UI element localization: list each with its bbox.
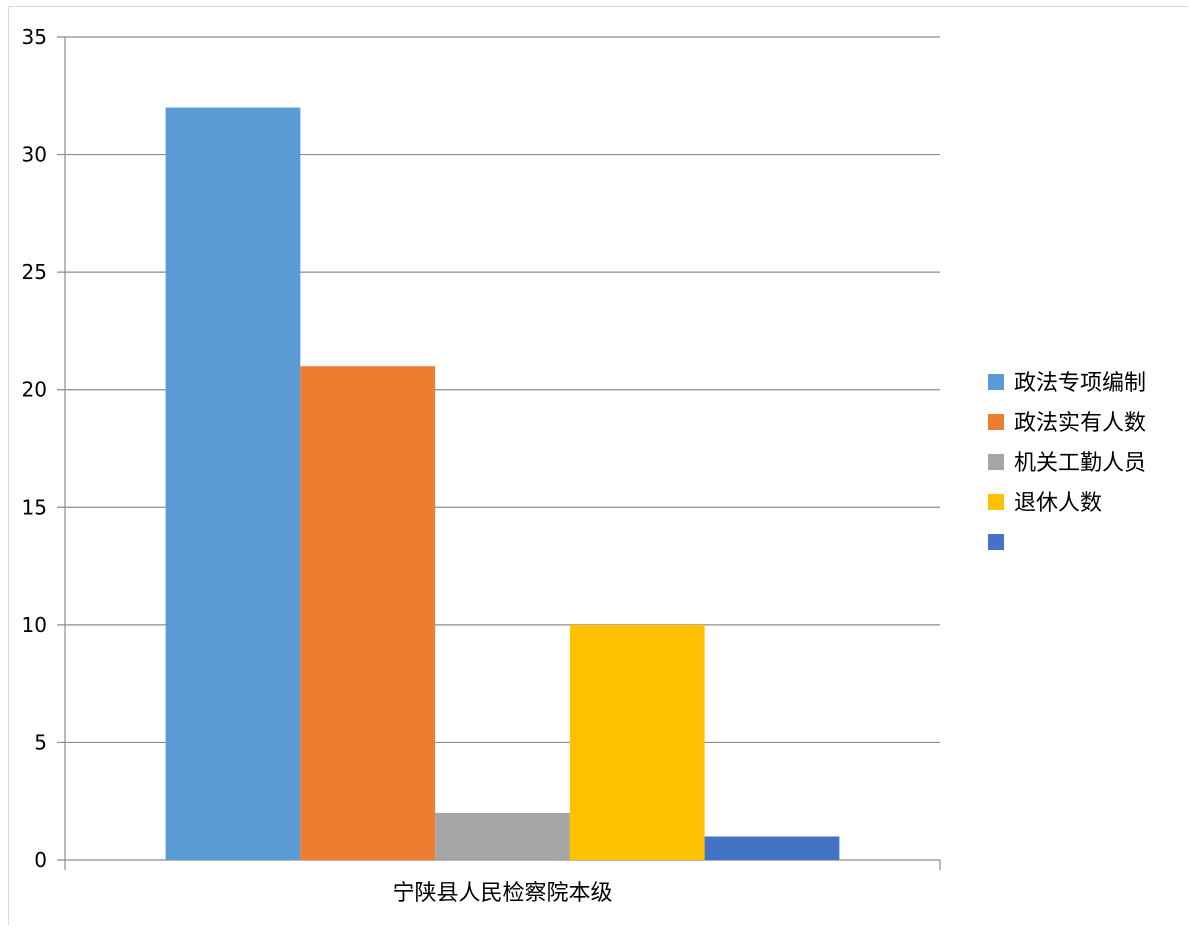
bar xyxy=(165,107,301,861)
legend-swatch xyxy=(988,494,1004,510)
bar xyxy=(569,624,705,860)
bar xyxy=(300,366,436,860)
legend-label: 退休人数 xyxy=(1014,491,1102,516)
gridlines xyxy=(57,36,940,744)
y-tick-label: 15 xyxy=(22,495,47,519)
legend-label: 机关工勤人员 xyxy=(1014,451,1146,476)
bar xyxy=(704,836,840,860)
legend-label: 政法实有人数 xyxy=(1014,411,1146,436)
legend-swatch xyxy=(988,534,1004,550)
chart-area xyxy=(8,6,1188,925)
legend-label: 政法专项编制 xyxy=(1014,371,1146,396)
axis-labels: 0 5 10 15 20 25 30 35 宁陕县人民检察院本级 xyxy=(22,25,613,906)
legend-swatch xyxy=(988,374,1004,390)
bar xyxy=(435,812,570,860)
y-tick-label: 10 xyxy=(22,613,47,637)
y-tick-label: 30 xyxy=(22,143,47,167)
y-tick-label: 5 xyxy=(34,730,47,754)
bars xyxy=(165,107,840,861)
legend-swatch xyxy=(988,454,1004,470)
y-tick-label: 35 xyxy=(22,25,47,49)
y-tick-label: 0 xyxy=(34,848,47,872)
y-tick-label: 20 xyxy=(22,378,47,402)
y-tick-label: 25 xyxy=(22,260,47,284)
legend-swatch xyxy=(988,414,1004,430)
x-category-label: 宁陕县人民检察院本级 xyxy=(392,881,612,906)
